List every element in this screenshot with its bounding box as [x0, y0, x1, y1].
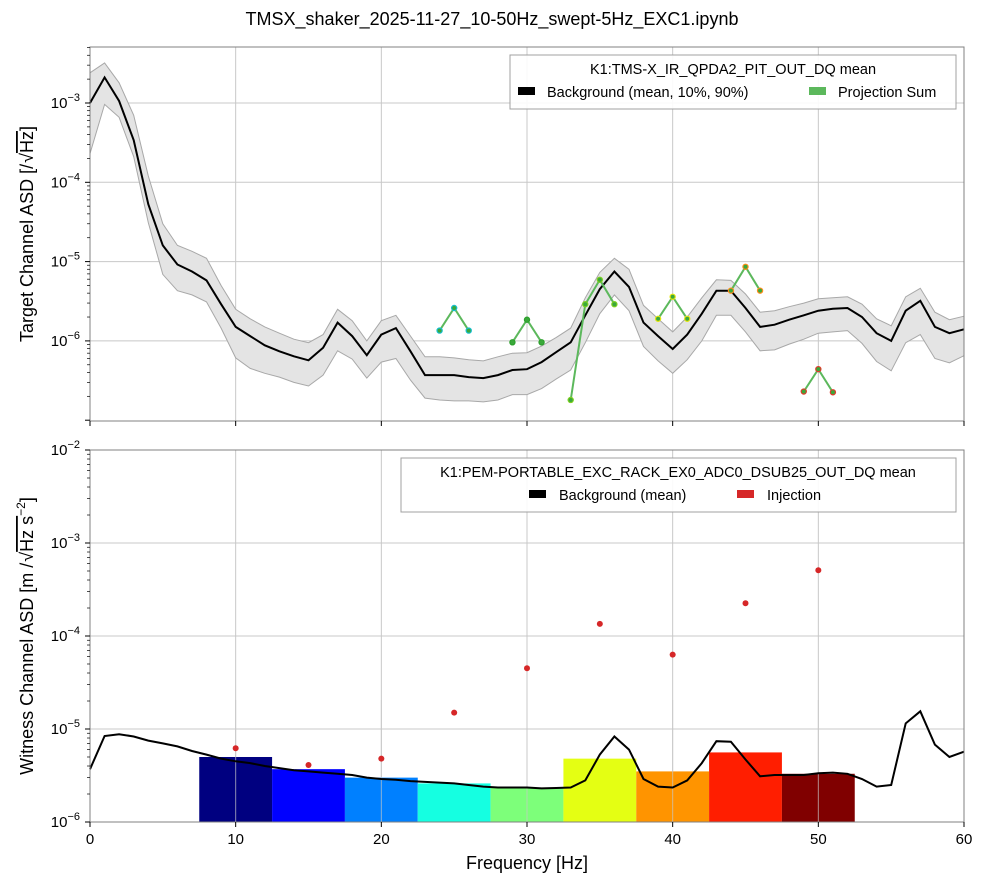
- projection-point: [742, 263, 749, 270]
- y-tick-label: 10−3: [51, 92, 80, 112]
- sqrt-sign: √: [17, 153, 37, 163]
- projection-point: [800, 388, 807, 395]
- y-tick-label: 10−4: [51, 171, 80, 191]
- projection-point: [523, 316, 531, 323]
- injection-point: [232, 745, 239, 752]
- top-legend-title: K1:TMS-X_IR_QPDA2_PIT_OUT_DQ mean: [590, 62, 876, 78]
- bottom-lines: [89, 709, 965, 790]
- y-tick-label: 10−5: [51, 251, 80, 271]
- p10-line: [89, 103, 965, 403]
- background-percentile-band: [90, 62, 964, 402]
- bottom-injection-points: [232, 567, 822, 769]
- legend-swatch-background-mean: [529, 490, 546, 498]
- p90-line: [89, 62, 965, 362]
- projection-point: [684, 315, 691, 322]
- top-projections: [436, 263, 837, 404]
- legend-swatch-projection: [809, 87, 826, 95]
- top-y-label: Target Channel ASD [/√Hz]: [17, 126, 37, 342]
- injection-point: [524, 665, 530, 672]
- projection-point: [567, 396, 574, 404]
- background-mean-line: [89, 75, 965, 380]
- witness-bar: [272, 769, 345, 822]
- top-panel: 10−3 10−4 10−5 10−6 Target Channel ASD [/√H…: [17, 46, 965, 426]
- bottom-y-label-exp: −2: [14, 502, 28, 516]
- bottom-legend-title: K1:PEM-PORTABLE_EXC_RACK_EX0_ADC0_DSUB25…: [440, 465, 916, 481]
- injection-point: [742, 600, 749, 607]
- legend-label-background: Background (mean, 10%, 90%): [547, 85, 749, 101]
- injection-point: [596, 620, 603, 627]
- projection-point: [727, 287, 735, 294]
- projection-point: [756, 287, 764, 294]
- y-tick-label: 10−2: [51, 439, 80, 459]
- projection-point: [669, 293, 676, 300]
- figure-title: TMSX_shaker_2025-11-27_10-50Hz_swept-5Hz…: [246, 9, 739, 30]
- sqrt-sign: √: [17, 552, 37, 562]
- projection-point: [815, 365, 822, 373]
- injection-point: [669, 651, 676, 658]
- projection-point: [582, 301, 589, 308]
- x-tick-label: 0: [86, 831, 94, 848]
- top-ticks: 10−3 10−4 10−5 10−6: [51, 47, 965, 426]
- top-background-band: [90, 62, 964, 402]
- legend-label-background-mean: Background (mean): [559, 488, 686, 504]
- legend-label-projection: Projection Sum: [838, 85, 936, 101]
- x-tick-label: 20: [373, 831, 390, 848]
- witness-bar: [417, 783, 491, 822]
- projection-point: [465, 327, 472, 334]
- injection-point: [815, 567, 822, 574]
- y-tick-label: 10−6: [51, 811, 80, 831]
- projection-point: [829, 389, 837, 396]
- top-y-label-root: Hz: [17, 131, 37, 153]
- projection-point: [538, 339, 545, 346]
- top-legend: K1:TMS-X_IR_QPDA2_PIT_OUT_DQ mean Backgr…: [509, 54, 957, 110]
- witness-bar: [709, 752, 782, 822]
- y-tick-label: 10−5: [51, 718, 80, 738]
- injection-point: [378, 755, 385, 762]
- injection-point: [451, 709, 458, 716]
- projection-point: [509, 339, 516, 346]
- x-tick-label: 60: [956, 831, 973, 848]
- y-tick-label: 10−3: [51, 532, 80, 552]
- x-axis-label: Frequency [Hz]: [466, 853, 588, 873]
- projection-point: [436, 327, 443, 334]
- bottom-y-label: Witness Channel ASD [m /√Hz s−2]: [14, 497, 37, 775]
- bottom-y-label-root: Hz s: [17, 516, 37, 552]
- projection-sum-line: [438, 306, 470, 332]
- legend-swatch-background: [518, 87, 535, 95]
- x-tick-label: 50: [810, 831, 827, 848]
- bottom-bars: [89, 700, 965, 822]
- projection-point: [611, 301, 618, 308]
- bottom-panel: 0 10 20 30 40 50 60 10−2 10−3 10−4 10−5 10−6 Witnes…: [14, 439, 972, 873]
- projection-point: [596, 276, 604, 283]
- background-mean-line: [89, 709, 965, 790]
- y-tick-label: 10−4: [51, 625, 80, 645]
- y-tick-label: 10−6: [51, 330, 80, 350]
- bottom-ticks: 0 10 20 30 40 50 60 10−2 10−3 10−4 10−5 10−6: [51, 439, 973, 848]
- projection-point: [450, 304, 458, 312]
- injection-point: [305, 762, 312, 769]
- witness-bar: [563, 758, 637, 822]
- x-tick-label: 10: [227, 831, 244, 848]
- legend-swatch-injection: [737, 490, 754, 498]
- projection-sum-line: [569, 277, 616, 401]
- legend-label-injection: Injection: [767, 488, 821, 504]
- x-tick-label: 40: [664, 831, 681, 848]
- projection-point: [654, 315, 662, 322]
- top-lines: [89, 62, 965, 403]
- x-tick-label: 30: [519, 831, 536, 848]
- bottom-legend: K1:PEM-PORTABLE_EXC_RACK_EX0_ADC0_DSUB25…: [400, 457, 957, 513]
